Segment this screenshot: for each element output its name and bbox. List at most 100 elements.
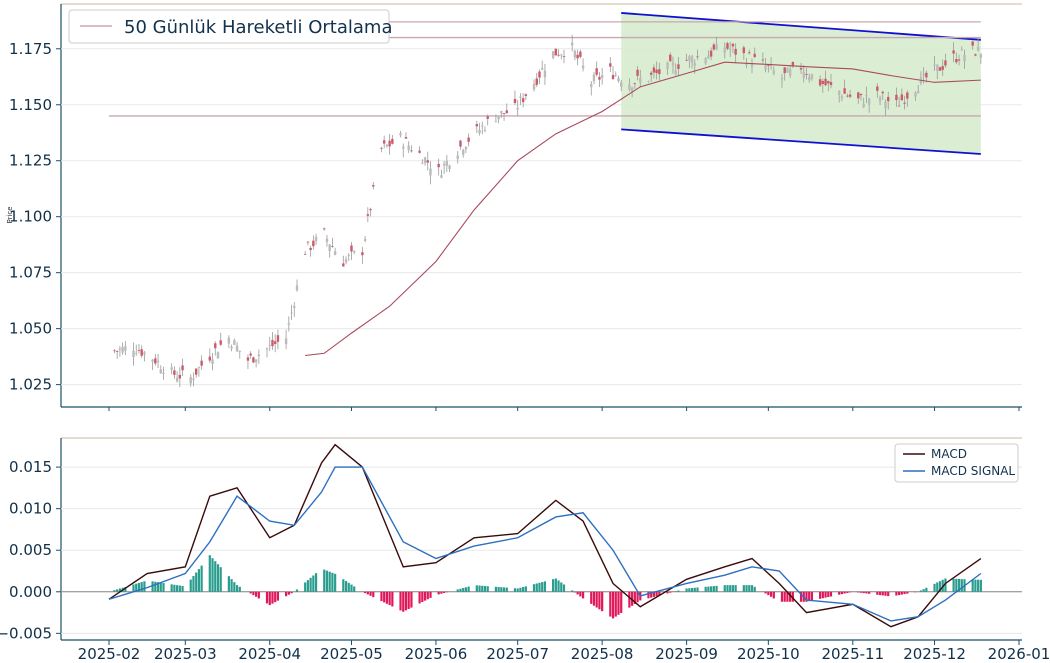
- macd-histogram-bar: [538, 582, 541, 592]
- candle-body: [630, 87, 634, 93]
- x-tick-label: 2025-10: [737, 645, 800, 663]
- candle-body: [461, 150, 465, 155]
- candle-body: [440, 175, 443, 178]
- macd-histogram-bar: [459, 588, 462, 592]
- candle-body: [353, 251, 356, 253]
- macd-histogram-bar: [827, 591, 830, 598]
- candle-body: [140, 349, 143, 356]
- candle-body: [696, 56, 699, 58]
- candle-body: [688, 56, 691, 61]
- macd-histogram-bar: [628, 591, 631, 608]
- macd-histogram-bar: [712, 586, 715, 592]
- candle-body: [483, 130, 487, 131]
- candle-body: [344, 259, 348, 263]
- candle-body: [235, 345, 239, 352]
- candle-body: [502, 113, 506, 114]
- macd-histogram-bar: [868, 591, 871, 594]
- macd-histogram-bar: [786, 591, 789, 602]
- macd-histogram-bar: [560, 582, 563, 592]
- macd-histogram-bar: [767, 591, 770, 596]
- candle-body: [437, 163, 440, 168]
- macd-histogram-bar: [903, 591, 906, 595]
- macd-histogram-bar: [208, 555, 211, 592]
- candle-body: [903, 102, 906, 104]
- candle-body: [636, 69, 639, 76]
- x-tick-label: 2025-02: [78, 645, 141, 663]
- x-tick-label: 2025-07: [486, 645, 549, 663]
- candle-body: [579, 51, 582, 57]
- macd-histogram-bar: [162, 583, 165, 592]
- macd-histogram-bar: [535, 583, 538, 592]
- candle-body: [347, 255, 350, 256]
- macd-histogram-bar: [369, 591, 372, 596]
- candle-body: [761, 59, 765, 61]
- candle-body: [655, 69, 658, 74]
- candle-body: [881, 91, 884, 94]
- candle-body: [254, 359, 258, 363]
- macd-histogram-bar: [688, 588, 691, 592]
- y-tick-label: 1.075: [9, 264, 52, 282]
- macd-histogram-bar: [974, 579, 977, 592]
- candle-body: [979, 53, 983, 58]
- macd-histogram-bar: [895, 591, 898, 596]
- candle-body: [914, 92, 917, 97]
- candle-body: [426, 160, 429, 163]
- macd-histogram-bar: [819, 591, 822, 599]
- macd-histogram-bar: [380, 591, 383, 602]
- candle-body: [363, 238, 367, 241]
- x-tick-label: 2025-04: [238, 645, 301, 663]
- macd-histogram-bar: [780, 591, 784, 602]
- macd-histogram-bar: [255, 591, 258, 597]
- candle-body: [878, 97, 882, 102]
- candle-body: [617, 77, 620, 82]
- candle-body: [595, 68, 598, 75]
- macd-histogram-bar: [478, 585, 481, 592]
- macd-histogram-bar: [938, 581, 942, 592]
- candle-body: [175, 377, 179, 382]
- candle-body: [475, 124, 479, 127]
- macd-histogram-bar: [562, 584, 566, 592]
- candle-body: [895, 94, 898, 101]
- candle-body: [181, 365, 184, 371]
- macd-histogram-bar: [674, 591, 677, 592]
- candle-body: [333, 251, 337, 255]
- macd-histogram-bar: [440, 591, 443, 594]
- macd-histogram-bar: [443, 591, 446, 593]
- macd-histogram-bar: [876, 591, 879, 595]
- macd-histogram-bar: [426, 591, 429, 600]
- candle-body: [290, 312, 293, 314]
- macd-histogram-bar: [878, 591, 882, 596]
- macd-histogram-bar: [696, 587, 699, 592]
- macd-histogram-bar: [933, 583, 936, 592]
- candle-body: [287, 323, 291, 325]
- macd-histogram-bar: [505, 587, 508, 592]
- macd-histogram-bar: [214, 561, 217, 592]
- candle-body: [194, 368, 198, 375]
- macd-histogram-bar: [323, 569, 326, 592]
- macd-histogram-bar: [750, 585, 754, 592]
- macd-histogram-bar: [402, 591, 405, 612]
- candle-body: [423, 157, 427, 163]
- macd-histogram-bar: [347, 582, 350, 592]
- macd-histogram-bar: [233, 582, 236, 592]
- macd-histogram-bar: [666, 591, 669, 594]
- candle-body: [685, 59, 688, 61]
- macd-histogram-bar: [494, 586, 497, 592]
- candle-body: [570, 42, 574, 46]
- candle-body: [467, 137, 470, 142]
- candle-body: [342, 263, 345, 267]
- candle-body: [772, 70, 775, 74]
- macd-panel: −0.005 0.000 0.005 0.010 0.015: [0, 437, 1022, 642]
- candle-body: [284, 338, 288, 345]
- candle-body: [197, 367, 201, 368]
- macd-histogram-bar: [541, 582, 544, 592]
- candle-body: [609, 63, 612, 67]
- macd-histogram-bar: [838, 591, 841, 595]
- macd-histogram-bar: [960, 579, 963, 592]
- macd-histogram-bar: [554, 578, 557, 592]
- macd-histogram-bar: [620, 591, 623, 614]
- macd-histogram-bar: [650, 591, 653, 598]
- macd-histogram-bar: [731, 585, 735, 592]
- macd-histogram-bar: [532, 584, 536, 592]
